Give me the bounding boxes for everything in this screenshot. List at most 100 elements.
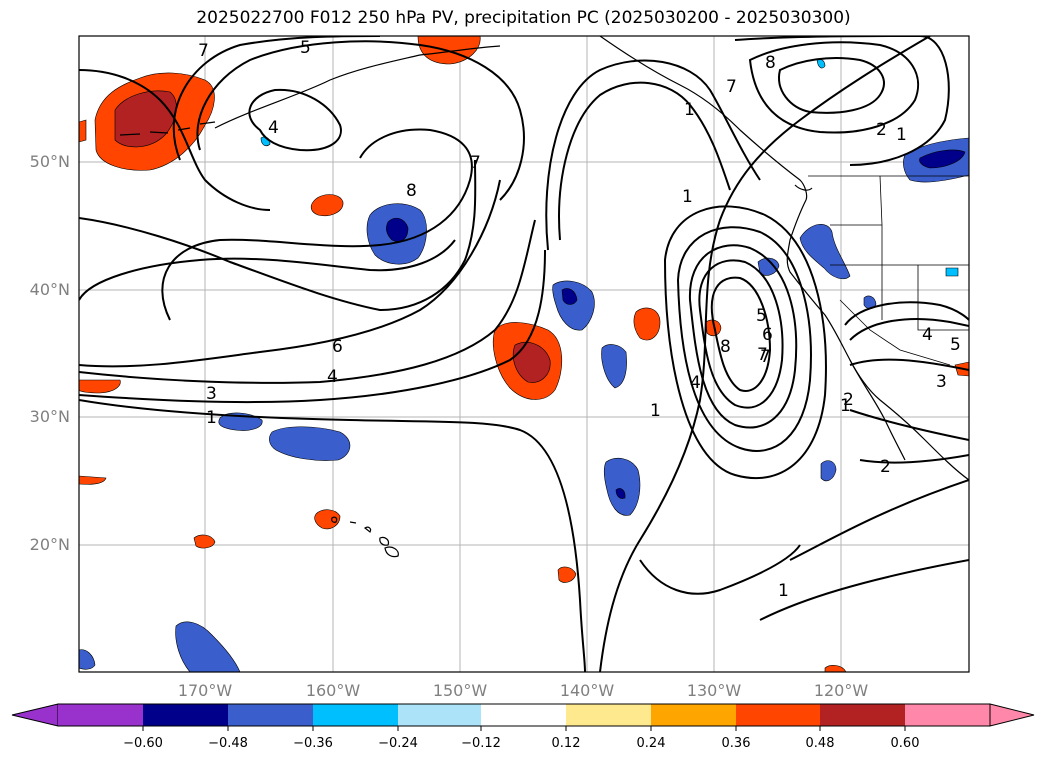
colorbar-swatch xyxy=(481,704,566,726)
contour-1-east xyxy=(599,36,931,672)
coastline-western-us xyxy=(786,199,969,481)
contour-rockies-3 xyxy=(734,36,950,166)
precip-negative-south-core xyxy=(615,488,626,499)
precip-positive-bottom xyxy=(824,665,847,672)
contour-label: 8 xyxy=(406,181,417,201)
contour-sw-1 xyxy=(844,301,969,326)
contour-label: 6 xyxy=(332,337,343,357)
colorbar-tick-label: −0.60 xyxy=(123,736,163,751)
contour-label: 1 xyxy=(840,396,851,416)
colorbar-tick-label: −0.48 xyxy=(208,736,248,751)
contour-label: 4 xyxy=(922,325,933,345)
colorbar-swatch xyxy=(143,704,228,726)
contour-label: 6 xyxy=(762,325,773,345)
colorbar-swatch xyxy=(905,704,990,726)
contour-label: 3 xyxy=(206,384,217,404)
colorbar-swatch xyxy=(313,704,398,726)
colorbar-tick-label: −0.12 xyxy=(461,736,501,751)
colorbar-tick-label: 0.48 xyxy=(805,736,835,751)
contour-inner-low-1 xyxy=(710,276,772,392)
longitude-label: 150°W xyxy=(432,681,488,700)
contour-sw-3 xyxy=(849,358,969,371)
colorbar-swatch xyxy=(58,704,143,726)
contour-rockies-2 xyxy=(748,41,920,134)
contour-label: 8 xyxy=(765,53,776,73)
contour-south-tail xyxy=(639,544,801,595)
colorbar-tick-label: 0.36 xyxy=(721,736,751,751)
contour-4-small-loop xyxy=(248,88,342,152)
longitude-label: 130°W xyxy=(686,681,742,700)
contour-1-outer xyxy=(79,399,586,672)
contour-4-west xyxy=(79,219,536,384)
colorbar xyxy=(11,703,1035,731)
contour-label: 8 xyxy=(720,337,731,357)
contour-label: 7 xyxy=(470,153,481,173)
contour-label: 3 xyxy=(936,372,947,392)
contour-inner-low-4 xyxy=(676,226,812,452)
contour-label: 1 xyxy=(778,581,789,601)
coastlines xyxy=(119,36,969,481)
contour-inner-low-5 xyxy=(663,205,827,480)
contour-inner-low-3 xyxy=(688,244,798,429)
colorbar-swatch xyxy=(398,704,481,726)
contour-label: 7 xyxy=(760,347,771,367)
precip-negative-southwest-2 xyxy=(79,649,96,670)
precipitation-anomaly-fields xyxy=(79,36,969,672)
precip-negative-small-3 xyxy=(945,267,959,277)
contour-sw-6 xyxy=(789,479,969,561)
coastline-alaska-panhandle xyxy=(599,36,808,201)
colorbar-tick-label: 0.12 xyxy=(551,736,581,751)
precip-positive-east xyxy=(633,307,661,341)
latitude-label: 50°N xyxy=(29,152,70,171)
contour-label: 1 xyxy=(682,187,693,207)
contour-label: 7 xyxy=(726,77,737,97)
longitude-label: 170°W xyxy=(177,681,233,700)
hawaiian-islands xyxy=(331,516,399,558)
contour-label: 7 xyxy=(757,345,768,365)
colorbar-extend-high xyxy=(989,703,1035,727)
colorbar-swatch xyxy=(651,704,736,726)
colorbar-swatch xyxy=(228,704,313,726)
map-title: 2025022700 F012 250 hPa PV, precipitatio… xyxy=(196,8,851,28)
contour-label: 4 xyxy=(268,118,279,138)
contour-label: 1 xyxy=(896,125,907,145)
colorbar-swatch xyxy=(736,704,820,726)
contour-south-tail-2 xyxy=(759,559,969,621)
coastline-aleutian-islands xyxy=(119,121,216,136)
contour-label: 5 xyxy=(950,335,961,355)
precip-negative-hawaii-north-2 xyxy=(269,426,351,461)
contour-sw-5 xyxy=(859,454,969,464)
contour-upper-outer xyxy=(79,69,271,211)
colorbar-swatch xyxy=(820,704,905,726)
coastline-alaska-peninsula xyxy=(214,45,501,129)
precip-negative-central-core xyxy=(561,288,578,305)
precip-positive-hawaii xyxy=(314,509,341,530)
precip-positive-south xyxy=(193,534,216,549)
longitude-label: 140°W xyxy=(559,681,615,700)
precip-negative-southwest xyxy=(175,621,241,672)
contour-label: 2 xyxy=(843,390,854,410)
contour-center-big-2 xyxy=(545,59,761,251)
contour-8-loop xyxy=(161,128,473,321)
contour-label: 4 xyxy=(690,373,701,393)
contour-rockies-1 xyxy=(778,57,885,114)
precip-negative-arizona xyxy=(863,295,877,309)
longitude-label: 160°W xyxy=(305,681,361,700)
contour-label: 2 xyxy=(880,457,891,477)
colorbar-tick-label: −0.24 xyxy=(378,736,418,751)
precip-positive-small xyxy=(310,194,344,217)
latitude-label: 20°N xyxy=(29,535,70,554)
colorbar-tick-label: 0.24 xyxy=(636,736,666,751)
colorbar-tick-label: −0.36 xyxy=(293,736,333,751)
precip-positive-south-2 xyxy=(557,566,577,583)
contour-6-west xyxy=(79,179,501,368)
precip-positive-west-low xyxy=(79,379,121,394)
contour-outer-big xyxy=(79,239,456,301)
contour-labels: 7 5 4 8 7 6 4 3 1 1 8 7 2 1 1 2 1 7 4 6 … xyxy=(198,38,961,601)
contour-7-west xyxy=(79,159,477,312)
contour-label: 1 xyxy=(206,408,217,428)
contour-sw-4 xyxy=(849,409,969,441)
contour-label: 2 xyxy=(876,120,887,140)
contour-sw-2 xyxy=(849,318,969,341)
